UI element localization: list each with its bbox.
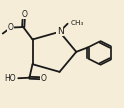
Text: O: O: [21, 10, 27, 19]
Text: O: O: [7, 23, 13, 32]
Text: CH₃: CH₃: [71, 20, 84, 26]
Text: HO: HO: [4, 74, 16, 83]
Text: O: O: [41, 74, 47, 83]
Text: N: N: [57, 27, 63, 36]
